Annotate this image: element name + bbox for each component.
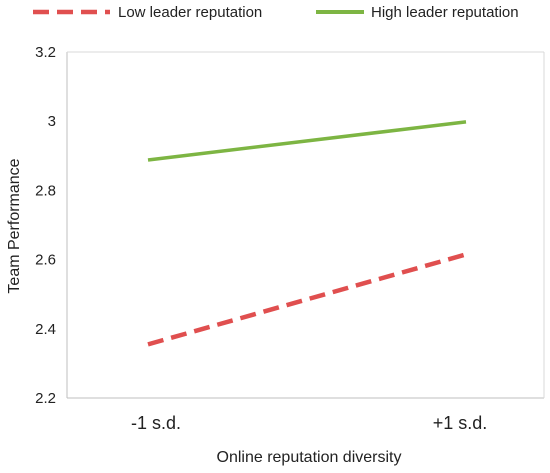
series-line-low-leader-reputation <box>147 252 467 347</box>
series-layer <box>147 120 467 347</box>
y-tick-label: 2.6 <box>35 252 56 269</box>
x-tick-label: -1 s.d. <box>131 413 181 433</box>
x-axis-title: Online reputation diversity <box>217 449 402 466</box>
y-tick-label: 2.8 <box>35 182 56 199</box>
legend: Low leader reputation High leader reputa… <box>33 4 519 21</box>
legend-label-low: Low leader reputation <box>118 4 262 21</box>
y-tick-label: 2.2 <box>35 390 56 407</box>
x-axis-ticks: -1 s.d. +1 s.d. <box>131 413 487 433</box>
legend-label-high: High leader reputation <box>371 4 519 21</box>
plot-area <box>66 51 545 399</box>
y-axis-ticks: 2.2 2.4 2.6 2.8 3 3.2 <box>35 44 56 407</box>
y-tick-label: 2.4 <box>35 321 56 338</box>
y-tick-label: 3.2 <box>35 44 56 61</box>
y-tick-label: 3 <box>48 113 56 130</box>
y-axis-title: Team Performance <box>6 158 23 293</box>
series-line-high-leader-reputation <box>147 120 467 162</box>
x-tick-label: +1 s.d. <box>433 413 488 433</box>
